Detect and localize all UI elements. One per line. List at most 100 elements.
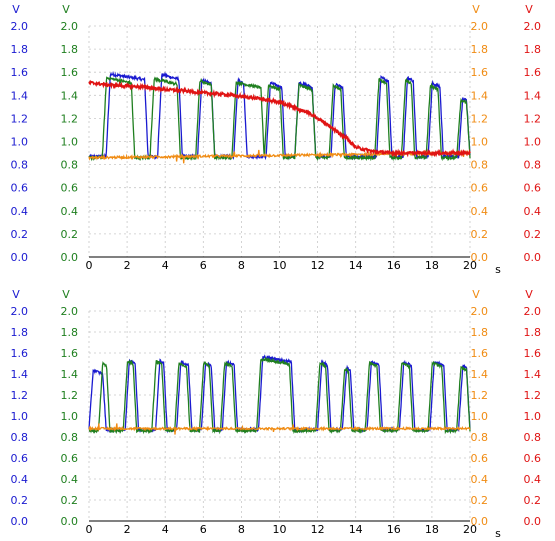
- y-tick-label: 0.2: [471, 228, 489, 241]
- x-tick-label: 20: [463, 259, 477, 272]
- y-tick-label: 0.0: [11, 251, 29, 264]
- x-axis-unit-label: s: [495, 527, 501, 540]
- y-axis-unit-label: V: [12, 288, 20, 301]
- y-axis-right-inner: 0.0 0.2 0.4 0.6 0.8 1.0 1.2 1.4 1.6 1.8 2.0 V: [471, 3, 489, 264]
- y-tick-label: 1.2: [471, 112, 489, 125]
- y-tick-label: 0.2: [11, 494, 29, 507]
- y-tick-label: 1.2: [61, 112, 79, 125]
- x-tick-label: 4: [162, 259, 169, 272]
- y-axis-unit-label: V: [525, 288, 533, 301]
- y-tick-label: 2.0: [524, 305, 542, 318]
- y-tick-label: 1.4: [11, 368, 29, 381]
- y-tick-label: 0.0: [471, 515, 489, 528]
- y-tick-label: 0.4: [471, 205, 489, 218]
- grid-lines: [88, 310, 471, 522]
- y-tick-label: 0.0: [61, 251, 79, 264]
- y-axis-left-inner: 0.0 0.2 0.4 0.6 0.8 1.0 1.2 1.4 1.6 1.8 2.0 V: [61, 3, 79, 264]
- y-tick-label: 0.4: [471, 473, 489, 486]
- y-tick-label: 2.0: [11, 20, 29, 33]
- y-tick-label: 0.2: [11, 228, 29, 241]
- series-trace-axis3: [88, 423, 471, 435]
- y-tick-label: 0.6: [524, 182, 542, 195]
- series-trace-axis2: [88, 356, 471, 435]
- y-tick-label: 2.0: [471, 20, 489, 33]
- y-tick-label: 0.6: [11, 452, 29, 465]
- y-tick-label: 0.8: [11, 431, 29, 444]
- y-axis-unit-label: V: [62, 288, 70, 301]
- y-tick-label: 1.6: [471, 66, 489, 79]
- y-tick-label: 1.6: [524, 347, 542, 360]
- y-tick-label: 0.0: [524, 251, 542, 264]
- y-tick-label: 1.8: [61, 326, 79, 339]
- y-tick-label: 0.4: [61, 205, 79, 218]
- y-tick-label: 1.0: [471, 410, 489, 423]
- y-tick-label: 0.4: [524, 205, 542, 218]
- y-tick-label: 1.0: [471, 136, 489, 149]
- y-tick-label: 0.6: [471, 182, 489, 195]
- y-tick-label: 1.0: [524, 136, 542, 149]
- y-axis-unit-label: V: [525, 3, 533, 16]
- y-axis-unit-label: V: [472, 3, 480, 16]
- chart-panel-top: 0 2 4 6 8 10 12 14 16 18 20 s 0.0 0.2 0.4 0.6 0.8 1.0 1.2 1…: [11, 3, 542, 276]
- grid-lines: [88, 25, 471, 258]
- x-tick-label: 12: [311, 259, 325, 272]
- x-tick-label: 4: [162, 523, 169, 536]
- y-tick-label: 1.8: [471, 326, 489, 339]
- x-tick-label: 8: [238, 523, 245, 536]
- y-tick-label: 1.0: [11, 136, 29, 149]
- y-tick-label: 1.0: [61, 136, 79, 149]
- y-axis-unit-label: V: [12, 3, 20, 16]
- x-tick-label: 16: [387, 523, 401, 536]
- x-tick-label: 2: [124, 259, 131, 272]
- x-tick-label: 18: [425, 523, 439, 536]
- y-tick-label: 1.2: [471, 389, 489, 402]
- y-tick-label: 1.4: [471, 89, 489, 102]
- y-tick-label: 1.6: [61, 347, 79, 360]
- y-tick-label: 2.0: [61, 305, 79, 318]
- y-tick-label: 0.8: [471, 431, 489, 444]
- y-tick-label: 1.0: [11, 410, 29, 423]
- y-tick-label: 0.0: [11, 515, 29, 528]
- y-axis-right-outer: 0.0 0.2 0.4 0.6 0.8 1.0 1.2 1.4 1.6 1.8 2.0 V: [524, 3, 542, 264]
- x-tick-label: 10: [273, 523, 287, 536]
- y-tick-label: 0.8: [471, 159, 489, 172]
- x-tick-label: 6: [200, 259, 207, 272]
- y-tick-label: 0.6: [471, 452, 489, 465]
- y-tick-label: 0.4: [524, 473, 542, 486]
- y-tick-label: 0.0: [471, 251, 489, 264]
- y-tick-label: 2.0: [11, 305, 29, 318]
- y-tick-label: 1.8: [524, 326, 542, 339]
- y-tick-label: 1.6: [471, 347, 489, 360]
- y-tick-label: 1.8: [471, 43, 489, 56]
- y-tick-label: 1.6: [11, 66, 29, 79]
- y-tick-label: 1.8: [11, 43, 29, 56]
- x-tick-label: 10: [273, 259, 287, 272]
- y-tick-label: 1.2: [524, 389, 542, 402]
- y-axis-right-inner: 0.0 0.2 0.4 0.6 0.8 1.0 1.2 1.4 1.6 1.8 2.0 V: [471, 288, 489, 528]
- y-tick-label: 0.2: [471, 494, 489, 507]
- y-tick-label: 1.8: [11, 326, 29, 339]
- y-tick-label: 1.4: [11, 89, 29, 102]
- x-tick-label: 14: [349, 523, 363, 536]
- y-tick-label: 1.8: [61, 43, 79, 56]
- y-tick-label: 1.0: [524, 410, 542, 423]
- y-axis-left-outer: 0.0 0.2 0.4 0.6 0.8 1.0 1.2 1.4 1.6 1.8 2.0 V: [11, 3, 29, 264]
- y-tick-label: 1.4: [524, 89, 542, 102]
- y-tick-label: 0.8: [61, 431, 79, 444]
- y-axis-left-outer: 0.0 0.2 0.4 0.6 0.8 1.0 1.2 1.4 1.6 1.8 2.0 V: [11, 288, 29, 528]
- y-tick-label: 1.8: [524, 43, 542, 56]
- chart-panel-bottom: 0 2 4 6 8 10 12 14 16 18 20 s 0.0 0.2 0.4 0.6 0.8 1.0 1.2 1…: [11, 288, 542, 540]
- y-tick-label: 2.0: [61, 20, 79, 33]
- x-tick-label: 20: [463, 523, 477, 536]
- y-tick-label: 2.0: [524, 20, 542, 33]
- y-tick-label: 0.0: [61, 515, 79, 528]
- y-tick-label: 0.0: [524, 515, 542, 528]
- x-tick-label: 8: [238, 259, 245, 272]
- y-tick-label: 1.4: [524, 368, 542, 381]
- x-tick-label: 0: [86, 523, 93, 536]
- y-tick-label: 0.8: [524, 431, 542, 444]
- y-tick-label: 0.6: [61, 452, 79, 465]
- x-tick-label: 14: [349, 259, 363, 272]
- x-tick-label: 0: [86, 259, 93, 272]
